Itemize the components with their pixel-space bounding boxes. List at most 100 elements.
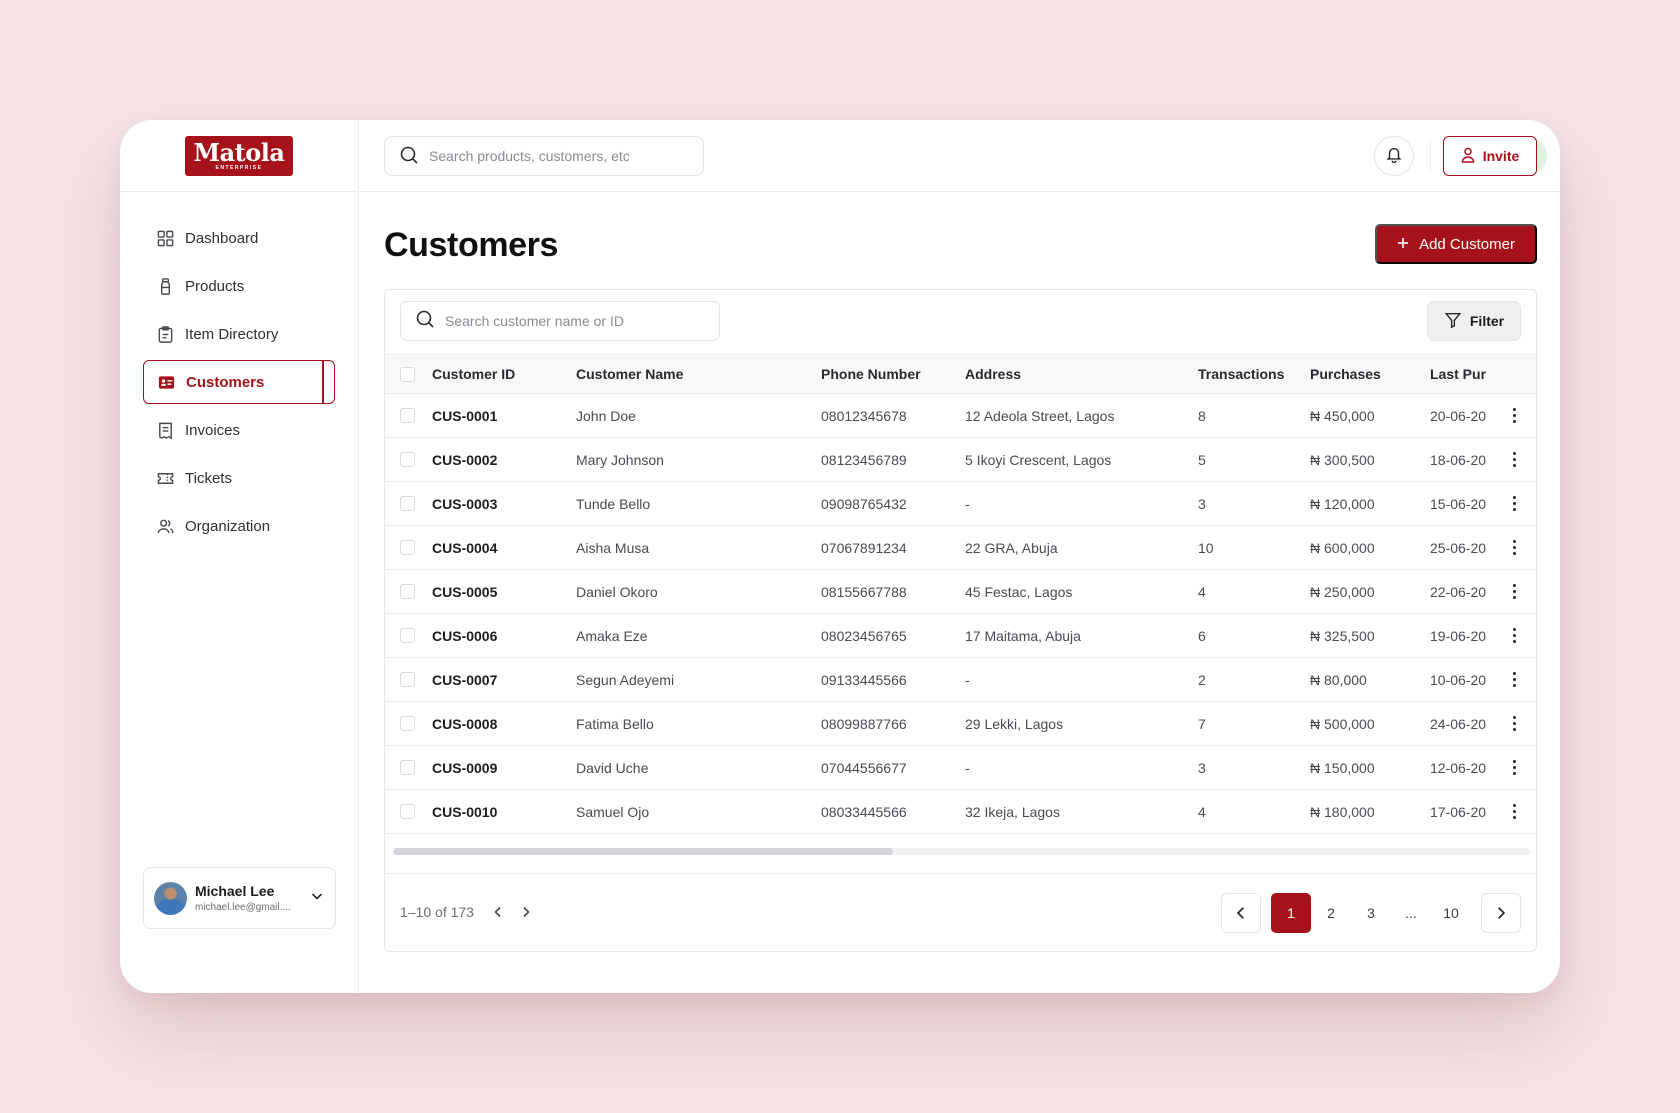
table-row[interactable]: CUS-0003 Tunde Bello 09098765432 - 3 ₦ 120,00…: [385, 482, 1536, 526]
column-header[interactable]: Transactions: [1198, 366, 1285, 382]
more-vertical-icon[interactable]: [1490, 628, 1536, 643]
page-number-button[interactable]: 3: [1367, 905, 1375, 921]
notifications-button[interactable]: [1374, 136, 1414, 176]
more-vertical-icon[interactable]: [1490, 408, 1536, 423]
more-vertical-icon[interactable]: [1490, 496, 1536, 511]
table-header-row: Customer ID Customer Name Phone Number A…: [385, 354, 1536, 394]
table-row[interactable]: CUS-0010 Samuel Ojo 08033445566 32 Ikeja, L…: [385, 790, 1536, 834]
pagination: 1 2 3... 10: [1221, 893, 1521, 933]
cell-id: CUS-0007: [432, 671, 498, 688]
filter-button[interactable]: Filter: [1427, 301, 1521, 341]
prev-page-small-button[interactable]: [488, 902, 508, 922]
search-icon: [415, 309, 435, 334]
prev-page-button[interactable]: [1221, 893, 1261, 933]
column-header[interactable]: Purchases: [1310, 366, 1381, 382]
app-window: Matola ENTERPRISE Dashboard Products: [120, 120, 1560, 993]
sidebar-item-tickets[interactable]: Tickets: [143, 456, 335, 500]
row-checkbox[interactable]: [400, 760, 415, 775]
sidebar-nav: Dashboard Products Item Directory Custom…: [120, 192, 358, 548]
column-header[interactable]: Customer ID: [432, 366, 516, 382]
cell-address: -: [965, 495, 970, 512]
bottle-icon: [155, 276, 175, 296]
more-vertical-icon[interactable]: [1490, 540, 1536, 555]
table-row[interactable]: CUS-0002 Mary Johnson 08123456789 5 Ikoyi C…: [385, 438, 1536, 482]
sidebar-item-invoices[interactable]: Invoices: [143, 408, 335, 452]
row-checkbox[interactable]: [400, 540, 415, 555]
cell-id: CUS-0002: [432, 451, 498, 468]
cell-address: -: [965, 759, 970, 776]
cell-purchases: ₦ 180,000: [1310, 803, 1375, 820]
cell-purchases: ₦ 450,000: [1310, 407, 1375, 424]
scrollbar-thumb[interactable]: [393, 848, 893, 855]
user-menu[interactable]: Michael Lee michael.lee@gmail....: [143, 867, 336, 929]
invite-button[interactable]: Invite: [1443, 136, 1537, 176]
cell-last: 15-06-20: [1430, 495, 1487, 512]
global-search: [384, 136, 704, 176]
table-row[interactable]: CUS-0006 Amaka Eze 08023456765 17 Maitama, …: [385, 614, 1536, 658]
row-checkbox[interactable]: [400, 804, 415, 819]
column-header[interactable]: Last Pur: [1430, 366, 1487, 382]
clipboard-icon: [155, 324, 175, 344]
page-numbers: 1 2 3... 10: [1271, 893, 1471, 933]
table-row[interactable]: CUS-0007 Segun Adeyemi 09133445566 - 2 ₦ 80,0…: [385, 658, 1536, 702]
column-header[interactable]: Customer Name: [576, 366, 684, 382]
table-toolbar: Filter: [385, 290, 1536, 354]
filter-label: Filter: [1469, 313, 1505, 329]
table-row[interactable]: CUS-0004 Aisha Musa 07067891234 22 GRA, Abu…: [385, 526, 1536, 570]
sidebar-item-label: Invoices: [185, 421, 241, 439]
row-checkbox[interactable]: [400, 452, 415, 467]
page-number-button[interactable]: 1: [1271, 893, 1311, 933]
logo-area: Matola ENTERPRISE: [120, 120, 358, 192]
more-vertical-icon[interactable]: [1490, 716, 1536, 731]
cell-purchases: ₦ 80,000: [1310, 671, 1367, 688]
more-vertical-icon[interactable]: [1490, 804, 1536, 819]
row-checkbox[interactable]: [400, 716, 415, 731]
column-header[interactable]: Address: [965, 366, 1022, 382]
customer-search-input[interactable]: [445, 313, 719, 329]
table-row[interactable]: CUS-0005 Daniel Okoro 08155667788 45 Festac…: [385, 570, 1536, 614]
global-search-input[interactable]: [429, 148, 703, 164]
column-header[interactable]: Phone Number: [821, 366, 921, 382]
plus-icon: [1397, 236, 1409, 253]
select-all-checkbox[interactable]: [400, 366, 415, 382]
sidebar-item-customers[interactable]: Customers: [143, 360, 335, 404]
cell-address: 45 Festac, Lagos: [965, 583, 1073, 600]
cell-purchases: ₦ 325,500: [1310, 627, 1375, 644]
cell-id: CUS-0008: [432, 715, 498, 732]
page-number-button[interactable]: 10: [1443, 905, 1459, 921]
user-avatar: [154, 881, 187, 915]
sidebar-item-organization[interactable]: Organization: [143, 504, 335, 548]
row-checkbox[interactable]: [400, 584, 415, 599]
chevron-down-icon[interactable]: [309, 888, 325, 909]
brand-logo[interactable]: Matola ENTERPRISE: [185, 135, 293, 176]
cell-purchases: ₦ 250,000: [1310, 583, 1375, 600]
sidebar-item-dashboard[interactable]: Dashboard: [143, 216, 335, 260]
row-checkbox[interactable]: [400, 408, 415, 423]
table-row[interactable]: CUS-0001 John Doe 08012345678 12 Adeola Str…: [385, 394, 1536, 438]
horizontal-scrollbar[interactable]: [393, 848, 1530, 855]
cell-transactions: 3: [1198, 495, 1206, 512]
row-checkbox[interactable]: [400, 496, 415, 511]
row-checkbox[interactable]: [400, 672, 415, 687]
user-email: michael.lee@gmail....: [195, 902, 291, 913]
more-vertical-icon[interactable]: [1490, 452, 1536, 467]
cell-last: 25-06-20: [1430, 539, 1487, 556]
table-row[interactable]: CUS-0008 Fatima Bello 08099887766 29 Lekki,…: [385, 702, 1536, 746]
topbar: JK +3 Invite: [360, 120, 1560, 192]
cell-purchases: ₦ 120,000: [1310, 495, 1375, 512]
row-checkbox[interactable]: [400, 628, 415, 643]
page-number-button[interactable]: 2: [1327, 905, 1335, 921]
more-vertical-icon[interactable]: [1490, 584, 1536, 599]
sidebar-item-products[interactable]: Products: [143, 264, 335, 308]
next-page-small-button[interactable]: [516, 902, 536, 922]
more-vertical-icon[interactable]: [1490, 760, 1536, 775]
page-title: Customers: [384, 226, 559, 264]
cell-address: -: [965, 671, 970, 688]
add-customer-button[interactable]: Add Customer: [1375, 224, 1537, 264]
user-name: Michael Lee: [195, 883, 275, 899]
sidebar-item-item-directory[interactable]: Item Directory: [143, 312, 335, 356]
more-vertical-icon[interactable]: [1490, 672, 1536, 687]
next-page-button[interactable]: [1481, 893, 1521, 933]
user-icon: [1461, 147, 1475, 166]
table-row[interactable]: CUS-0009 David Uche 07044556677 - 3 ₦ 150,000…: [385, 746, 1536, 790]
